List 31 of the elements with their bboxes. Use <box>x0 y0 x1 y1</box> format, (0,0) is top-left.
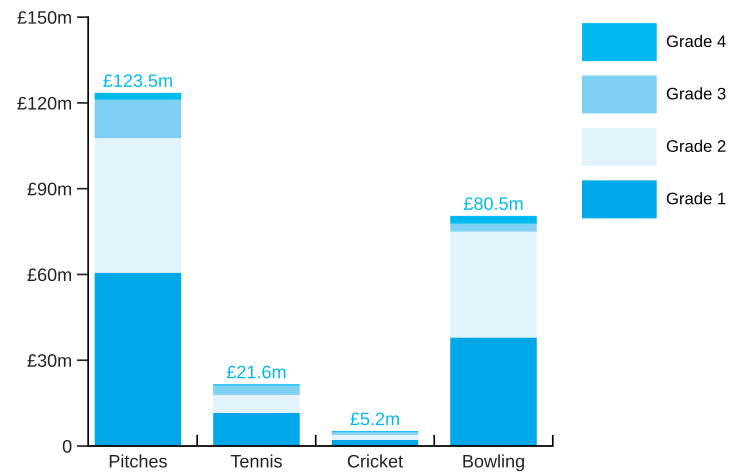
total-label: £21.6m <box>226 366 286 378</box>
x-tick-label: Bowling <box>463 454 524 472</box>
bar <box>450 338 537 446</box>
legend-label: Grade 3 <box>666 87 726 100</box>
total-label: £80.5m <box>464 197 522 210</box>
y-tick-label: £150m <box>17 11 71 24</box>
y-tick-label: £30m <box>28 354 71 367</box>
bar <box>450 216 537 224</box>
x-tick-label: Cricket <box>348 454 403 468</box>
x-tick-label: Pitches <box>110 454 167 468</box>
x-tick-label: Tennis <box>230 454 282 468</box>
bar <box>450 232 537 338</box>
bar <box>94 138 182 273</box>
bar <box>94 100 182 138</box>
legend-label: Grade 2 <box>666 140 726 152</box>
y-tick-label: 0 <box>62 440 72 453</box>
bar <box>332 432 418 435</box>
bar <box>94 272 182 446</box>
bar <box>213 394 300 413</box>
total-label: £123.5m <box>103 74 172 88</box>
y-tick-label: £60m <box>28 268 71 282</box>
y-tick-label: £90m <box>28 182 71 196</box>
bar <box>332 434 418 440</box>
total-label: £5.2m <box>350 412 399 426</box>
bar <box>450 224 537 232</box>
y-tick-label: £120m <box>17 96 71 110</box>
bar <box>94 92 182 100</box>
legend-label: Grade 4 <box>666 34 726 48</box>
legend-label: Grade 1 <box>666 192 726 204</box>
bar <box>213 386 300 395</box>
bar <box>213 412 300 446</box>
